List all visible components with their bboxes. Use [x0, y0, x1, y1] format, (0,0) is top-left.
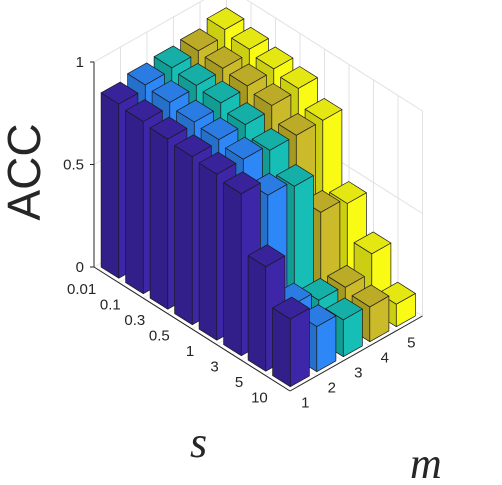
s-tick-label: 1 — [186, 343, 194, 360]
bar-m1-s10 — [272, 296, 310, 388]
s-tick-label: 10 — [251, 389, 268, 406]
bar-face-top — [272, 296, 310, 320]
bar-face-top — [351, 284, 390, 308]
z-tick-label: 0.5 — [63, 157, 84, 174]
z-tick-label: 1 — [76, 54, 84, 71]
s-axis-label: s — [190, 418, 207, 467]
bars-layer — [100, 7, 416, 388]
bar-face-front — [223, 182, 242, 357]
bar-face-top — [202, 80, 241, 104]
bar-face-top — [180, 28, 218, 52]
bar-face-top — [329, 181, 367, 204]
bar-face-top — [327, 264, 365, 288]
s-tick-label: 0.5 — [149, 327, 170, 344]
bar-face-top — [227, 102, 265, 125]
bar-face-top — [251, 128, 290, 151]
z-tick-label: 0 — [76, 259, 84, 276]
s-tick-label: 0.3 — [124, 312, 145, 329]
bar-face-top — [200, 117, 239, 140]
bar-face-top — [198, 151, 237, 175]
bar-face-top — [127, 62, 165, 86]
bar-face-top — [206, 7, 245, 30]
bar-face-top — [278, 113, 316, 136]
labels-layer: ACC s m — [0, 123, 442, 485]
bar-face-right — [289, 307, 310, 388]
bar-face-top — [229, 63, 267, 87]
bar-face-front — [272, 307, 291, 388]
m-axis-line — [289, 315, 423, 392]
bar-face-top — [151, 80, 190, 103]
bar-face-top — [223, 171, 261, 195]
m-tick-label: 1 — [301, 395, 309, 412]
bar-face-front — [149, 127, 169, 310]
bar-face-top — [178, 63, 216, 86]
bar-face-top — [204, 46, 243, 69]
m-tick-label: 5 — [407, 335, 415, 352]
bar-face-top — [253, 83, 292, 106]
m-tick-label: 2 — [328, 380, 336, 397]
bar-face-top — [174, 134, 212, 157]
bar-face-top — [225, 136, 263, 160]
s-tick-label: 0.01 — [67, 281, 96, 298]
grid-line-back — [93, 0, 205, 63]
bar-face-front — [125, 110, 144, 295]
bar-face-top — [325, 297, 363, 321]
s-axis-line — [93, 266, 291, 392]
bar-face-top — [280, 66, 318, 89]
bar-face-top — [247, 244, 286, 268]
bar-face-top — [153, 45, 192, 69]
bar-face-top — [255, 46, 294, 70]
bar-face-top — [149, 116, 188, 140]
m-axis-label: m — [410, 439, 442, 485]
bar-face-top — [304, 98, 343, 121]
s-tick-label: 3 — [210, 358, 218, 375]
bar-face-front — [174, 145, 193, 326]
s-tick-label: 0.1 — [100, 296, 121, 313]
bar-face-top — [176, 99, 214, 123]
bar-face-front — [198, 162, 218, 341]
bar-face-top — [231, 26, 269, 50]
bar-face-front — [100, 92, 120, 279]
s-tick-label: 5 — [235, 374, 243, 391]
bar-face-top — [353, 231, 392, 255]
bar-face-top — [276, 164, 314, 187]
bar-face-top — [100, 81, 139, 105]
m-tick-label: 4 — [381, 350, 389, 367]
y-axis-label: ACC — [0, 123, 50, 220]
bar-face-front — [247, 255, 267, 372]
m-tick-label: 3 — [354, 365, 362, 382]
bar-face-top — [125, 99, 163, 122]
